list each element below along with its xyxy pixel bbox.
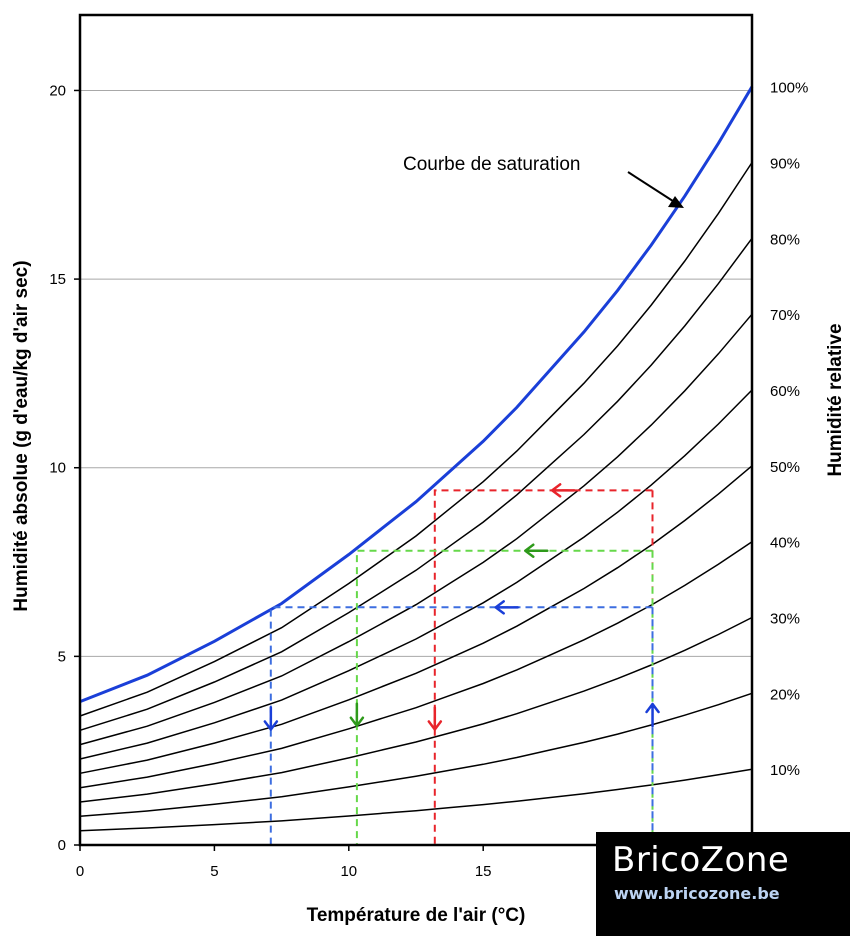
rh-tick-6: 70% xyxy=(770,307,800,324)
relative-humidity-curves xyxy=(79,162,753,832)
rh-curve-70 xyxy=(79,313,753,746)
x-tick-0: 0 xyxy=(76,863,84,880)
rh-tick-2: 30% xyxy=(770,611,800,628)
dashed-path-1 xyxy=(355,549,653,845)
saturation-curve-group xyxy=(79,85,754,703)
y-tick-2: 10 xyxy=(49,460,66,477)
y-tick-3: 15 xyxy=(49,271,66,288)
rh-curve-20 xyxy=(79,692,753,818)
rh-tick-3: 40% xyxy=(770,535,800,552)
rh-curve-80 xyxy=(79,237,753,732)
y2-tick-labels: 10% 20% 30% 40% 50% 60% 70% 80% 90% 100% xyxy=(770,80,808,779)
arrow-down-5 xyxy=(263,706,279,731)
arrow-down-3 xyxy=(427,706,443,731)
logo-brand: BricoZone xyxy=(612,840,790,880)
arrow-down-4 xyxy=(349,702,365,727)
dashed-path-2 xyxy=(269,606,653,845)
y-tick-1: 5 xyxy=(58,648,66,665)
arrows xyxy=(263,483,660,731)
x-tick-2: 10 xyxy=(340,863,357,880)
rh-tick-1: 20% xyxy=(770,686,800,703)
logo-url: www.bricozone.be xyxy=(614,884,780,903)
rh-curve-10 xyxy=(79,768,753,832)
y-tick-0: 0 xyxy=(58,837,66,854)
rh-tick-7: 80% xyxy=(770,231,800,248)
arrow-left-0 xyxy=(550,483,576,498)
rh-curve-30 xyxy=(79,616,753,803)
plot-frame xyxy=(78,13,754,847)
x-tick-3: 15 xyxy=(475,863,492,880)
rh-curve-90 xyxy=(79,162,753,717)
arrow-left-1 xyxy=(524,543,549,558)
x-axis-title: Température de l'air (°C) xyxy=(307,905,526,926)
rh-tick-8: 90% xyxy=(770,156,800,173)
y2-axis-title: Humidité relative xyxy=(825,323,846,476)
rh-tick-4: 50% xyxy=(770,459,800,476)
rh-curve-60 xyxy=(79,389,753,760)
rh-curve-40 xyxy=(79,541,753,789)
y-tick-4: 20 xyxy=(49,82,66,99)
arrow-left-2 xyxy=(494,600,519,615)
arrow-up-6 xyxy=(645,702,660,728)
saturation-annotation: Courbe de saturation xyxy=(403,154,580,175)
annotation-pointer xyxy=(627,171,677,204)
annotation-pointer-head xyxy=(668,196,684,208)
dashed-paths xyxy=(269,489,654,845)
y-axis-title: Humidité absolue (g d'eau/kg d'air sec) xyxy=(11,260,32,611)
saturation-curve xyxy=(79,85,754,703)
x-tick-1: 5 xyxy=(210,863,218,880)
rh-tick-5: 60% xyxy=(770,383,800,400)
y-tick-labels: 0 5 10 15 20 xyxy=(49,82,80,854)
rh-curve-50 xyxy=(79,465,753,775)
gridlines xyxy=(80,89,752,657)
rh-tick-0: 10% xyxy=(770,762,800,779)
dashed-path-0 xyxy=(433,489,653,845)
rh-tick-9: 100% xyxy=(770,80,808,97)
bricozone-logo: BricoZone www.bricozone.be xyxy=(596,832,850,936)
